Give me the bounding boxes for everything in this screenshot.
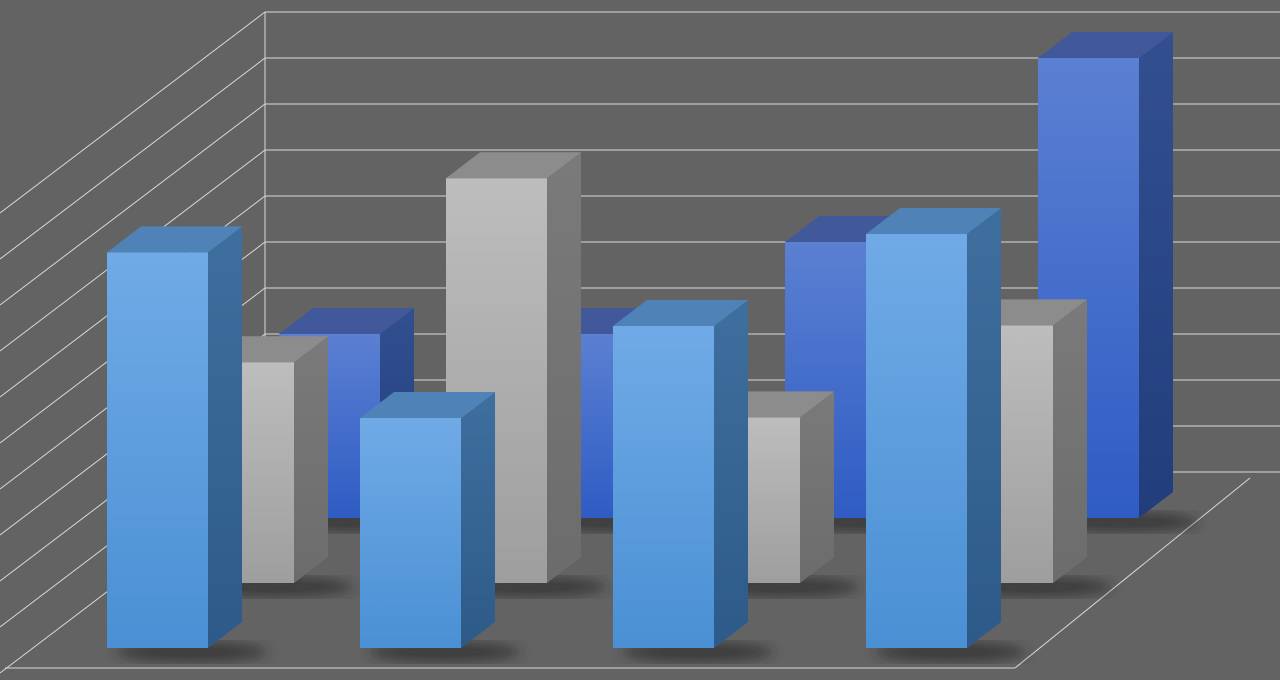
gridline-side: [0, 57, 266, 260]
bar-side-face: [208, 226, 242, 648]
bar-front-face: [107, 252, 208, 648]
bar-side-face: [461, 392, 495, 648]
bar-top-face: [360, 392, 495, 418]
bar-side-face: [1053, 299, 1087, 583]
bar-top-face: [107, 226, 242, 253]
bar-side-face: [967, 208, 1001, 648]
bar-top-face: [1038, 32, 1173, 58]
floor-right-edge: [1014, 477, 1251, 669]
bar-front-4: [866, 208, 1027, 662]
bar-back-4: [1038, 32, 1199, 532]
bar-front-1: [107, 226, 268, 662]
bar-top-face: [446, 152, 581, 179]
gridline-side: [0, 11, 266, 214]
bar-side-face: [294, 336, 328, 583]
bar-top-face: [613, 300, 748, 326]
bar-front-2: [360, 392, 521, 662]
gridline-side: [0, 103, 266, 306]
bar-top-face: [279, 308, 414, 334]
bar-front-face: [866, 234, 967, 648]
bar-front-face: [360, 418, 461, 648]
bar-side-face: [547, 152, 581, 583]
bar-side-face: [714, 300, 748, 648]
bar-front-face: [613, 326, 714, 648]
bar-side-face: [1139, 32, 1173, 518]
bar-top-face: [866, 208, 1001, 234]
bar-front-3: [613, 300, 774, 662]
bar-side-face: [800, 391, 834, 583]
bar-middle-2: [446, 152, 607, 597]
bars: [107, 32, 1199, 662]
